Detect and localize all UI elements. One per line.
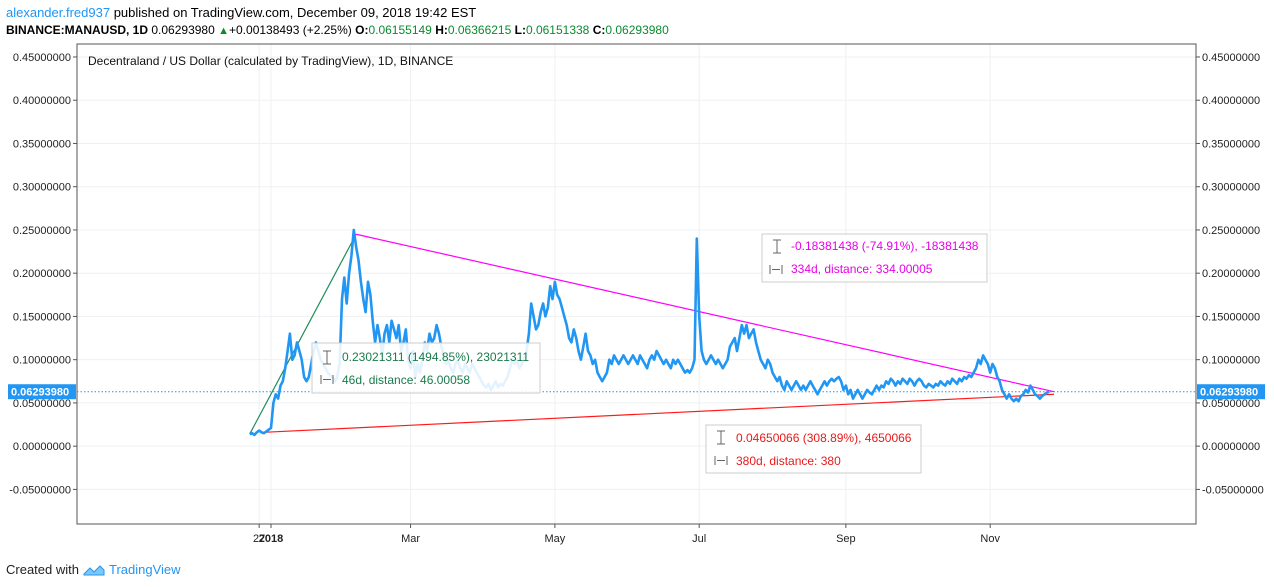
red-time-text: 380d, distance: 380 (736, 454, 841, 468)
y-tick-label-left: 0.00000000 (13, 441, 71, 453)
y-tick-label-left: 0.25000000 (13, 225, 71, 237)
tradingview-brand-link[interactable]: TradingView (108, 562, 181, 577)
x-tick-label: May (544, 533, 565, 545)
high-value: 0.06366215 (447, 23, 512, 37)
red-trend-line[interactable] (263, 393, 1055, 433)
y-tick-label-left: 0.35000000 (13, 138, 71, 150)
price-tag-left: 0.06293980 (8, 384, 76, 400)
plot-frame (76, 43, 1197, 525)
y-tick-label-right: 0.15000000 (1202, 311, 1260, 323)
footer: Created with TradingView (6, 562, 181, 577)
green-price-text: 0.23021311 (1494.85%), 23021311 (342, 350, 529, 364)
magenta-measure-label[interactable]: -0.18381438 (-74.91%), -18381438 334d, d… (761, 233, 988, 283)
trend-drawings[interactable] (249, 233, 1055, 435)
y-tick-label-right: 0.30000000 (1202, 182, 1260, 194)
y-tick-label-left: 0.45000000 (13, 52, 71, 64)
magenta-time-text: 334d, distance: 334.00005 (791, 262, 933, 276)
published-text: published on TradingView.com, December 0… (110, 5, 477, 20)
y-tick-label-right: -0.05000000 (1202, 484, 1264, 496)
x-tick-label: 27 (253, 533, 265, 545)
y-tick-label-left: 0.40000000 (13, 95, 71, 107)
y-tick-label-right: 0.25000000 (1202, 225, 1260, 237)
price-tag-left-text: 0.06293980 (11, 387, 69, 399)
y-tick-label-right: 0.05000000 (1202, 398, 1260, 410)
y-axis-left: 0.45000000 0.40000000 0.35000000 0.30000000… (9, 52, 77, 496)
price-range-icon (323, 350, 331, 365)
x-tick-label: Sep (836, 533, 856, 545)
green-measure-line[interactable] (249, 233, 357, 435)
price-tag-right-text: 0.06293980 (1200, 387, 1258, 399)
y-tick-label-right: 0.00000000 (1202, 441, 1260, 453)
x-tick-label: Jul (692, 533, 706, 545)
green-measure-label[interactable]: 0.23021311 (1494.85%), 23021311 46d, dis… (311, 342, 541, 394)
last-price: 0.06293980 (151, 23, 215, 37)
close-label: C: (592, 23, 606, 37)
x-tick-label: Mar (401, 533, 420, 545)
close-value: 0.06293980 (605, 23, 669, 37)
date-range-icon (320, 375, 334, 384)
magenta-price-text: -0.18381438 (-74.91%), -18381438 (791, 239, 979, 253)
author-link[interactable]: alexander.fred937 (6, 5, 111, 20)
red-price-text: 0.04650066 (308.89%), 4650066 (736, 431, 912, 445)
open-value: 0.06155149 (368, 23, 432, 37)
x-tick-label: Nov (980, 533, 1000, 545)
up-arrow-icon: ▲ (218, 25, 229, 37)
tradingview-logo-icon (83, 564, 105, 575)
y-tick-label-right: 0.45000000 (1202, 52, 1260, 64)
y-tick-label-right: 0.20000000 (1202, 268, 1260, 280)
y-axis-right: 0.45000000 0.40000000 0.35000000 0.30000000… (1196, 52, 1264, 496)
low-label: L: (514, 23, 526, 37)
publish-info: alexander.fred937 published on TradingVi… (6, 5, 476, 20)
red-measure-label[interactable]: 0.04650066 (308.89%), 4650066 380d, dist… (705, 424, 922, 474)
created-with-text: Created with (6, 562, 79, 577)
y-tick-label-right: 0.40000000 (1202, 95, 1260, 107)
price-range-icon (717, 430, 725, 445)
price-tag-right: 0.06293980 (1197, 384, 1265, 400)
magenta-trend-line[interactable] (356, 233, 1055, 393)
price-range-icon (773, 239, 781, 254)
y-tick-label-left: 0.30000000 (13, 182, 71, 194)
symbol-info-bar: BINANCE:MANAUSD, 1D 0.06293980 ▲+0.00138… (6, 23, 669, 37)
chart-title: Decentraland / US Dollar (calculated by … (88, 54, 453, 68)
symbol-label: BINANCE:MANAUSD, 1D (6, 23, 149, 37)
y-tick-label-right: 0.10000000 (1202, 355, 1260, 367)
chart-grid (77, 44, 1196, 524)
date-range-icon (769, 265, 783, 274)
date-range-icon (714, 456, 728, 465)
price-change: +0.00138493 (+2.25%) (229, 23, 352, 37)
open-label: O: (355, 23, 369, 37)
y-tick-label-left: 0.20000000 (13, 268, 71, 280)
y-tick-label-left: 0.15000000 (13, 311, 71, 323)
y-tick-label-left: 0.10000000 (13, 355, 71, 367)
low-value: 0.06151338 (525, 23, 590, 37)
y-tick-label-left: -0.05000000 (9, 484, 71, 496)
y-tick-label-right: 0.35000000 (1202, 138, 1260, 150)
high-label: H: (435, 23, 448, 37)
y-tick-label-left: 0.05000000 (13, 398, 71, 410)
green-time-text: 46d, distance: 46.00058 (342, 373, 470, 387)
x-tick-label: 2018 (259, 533, 283, 545)
